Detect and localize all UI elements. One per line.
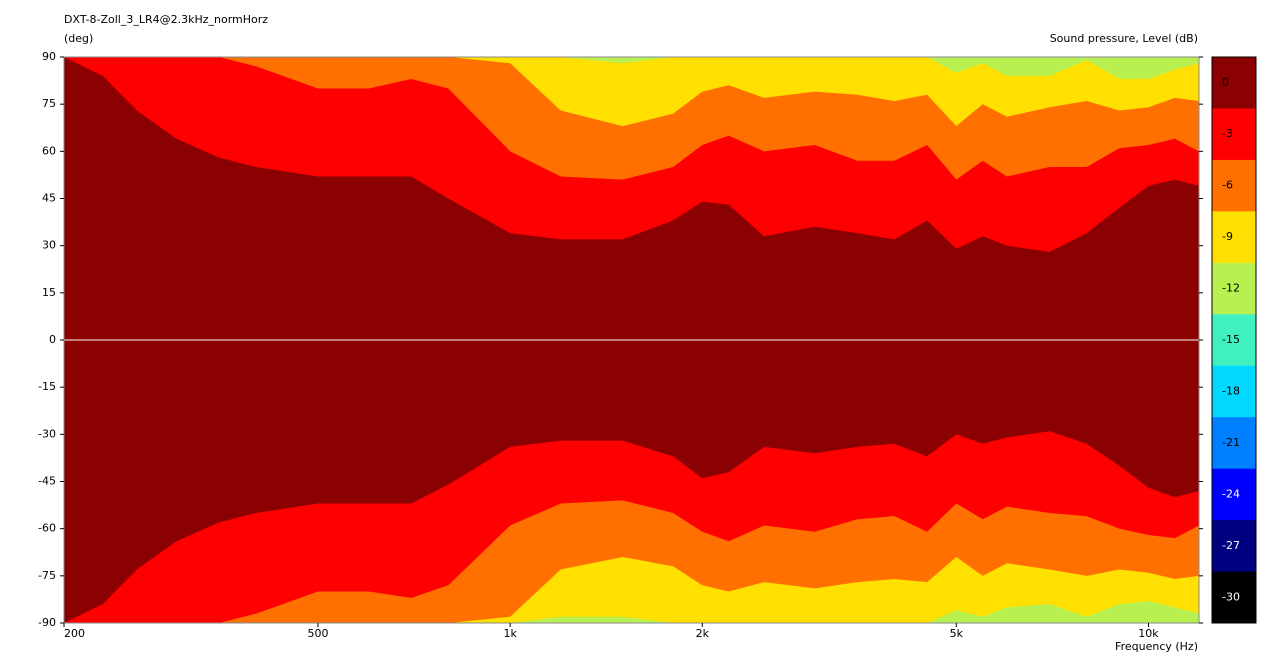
colorbar-cell	[1212, 520, 1256, 573]
colorbar-cell	[1212, 211, 1256, 264]
x-tick-label: 5k	[950, 627, 964, 640]
colorbar-cell	[1212, 314, 1256, 367]
chart-title: DXT-8-Zoll_3_LR4@2.3kHz_normHorz	[64, 13, 268, 26]
y-tick-label: -60	[38, 522, 56, 535]
colorbar-frame	[1211, 56, 1257, 624]
x-tick-label: 1k	[503, 627, 517, 640]
x-tick-label: 2k	[696, 627, 710, 640]
contour-band	[64, 57, 1199, 80]
colorbar-cell	[1212, 108, 1256, 161]
y-tick-label: 0	[49, 333, 56, 346]
colorbar-cell	[1212, 468, 1256, 521]
colorbar-label: -15	[1222, 333, 1240, 346]
y-tick-label: 45	[42, 192, 56, 205]
colorbar-cell	[1212, 159, 1256, 212]
contour-band	[64, 556, 1199, 623]
colorbar-label: Sound pressure, Level (dB)	[1050, 32, 1198, 45]
contour-band	[64, 57, 1199, 127]
colorbar-cell	[1212, 57, 1256, 109]
colorbar-label: -21	[1222, 436, 1240, 449]
y-tick-label: 90	[42, 50, 56, 63]
y-tick-label: -45	[38, 475, 56, 488]
colorbar-cell	[1212, 571, 1256, 624]
y-tick-label: -30	[38, 427, 56, 440]
colorbar-label: -30	[1222, 590, 1240, 603]
y-tick-label: -15	[38, 380, 56, 393]
colorbar-label: -9	[1222, 230, 1233, 243]
colorbar-cell	[1212, 365, 1256, 418]
colorbar-label: -24	[1222, 487, 1240, 500]
y-tick-label: -75	[38, 569, 56, 582]
y-tick-label: 15	[42, 286, 56, 299]
colorbar-label: -6	[1222, 179, 1233, 192]
y-tick-label: 60	[42, 144, 56, 157]
y-tick-label: 75	[42, 97, 56, 110]
x-tick-label: 500	[308, 627, 329, 640]
contour-band	[64, 600, 1199, 623]
x-tick-label: 200	[64, 627, 85, 640]
colorbar-label: -12	[1222, 282, 1240, 295]
x-axis-label: Frequency (Hz)	[1115, 640, 1198, 653]
colorbar-label: -3	[1222, 127, 1233, 140]
y-tick-label: -90	[38, 616, 56, 629]
y-tick-label: 30	[42, 239, 56, 252]
colorbar-cell	[1212, 417, 1256, 470]
plot-area	[64, 57, 1199, 623]
colorbar-label: 0	[1222, 76, 1229, 89]
colorbar-cell	[1212, 262, 1256, 315]
colorbar-label: -27	[1222, 539, 1240, 552]
x-tick-label: 10k	[1138, 627, 1159, 640]
y-axis-label: (deg)	[64, 32, 93, 45]
colorbar-label: -18	[1222, 384, 1240, 397]
